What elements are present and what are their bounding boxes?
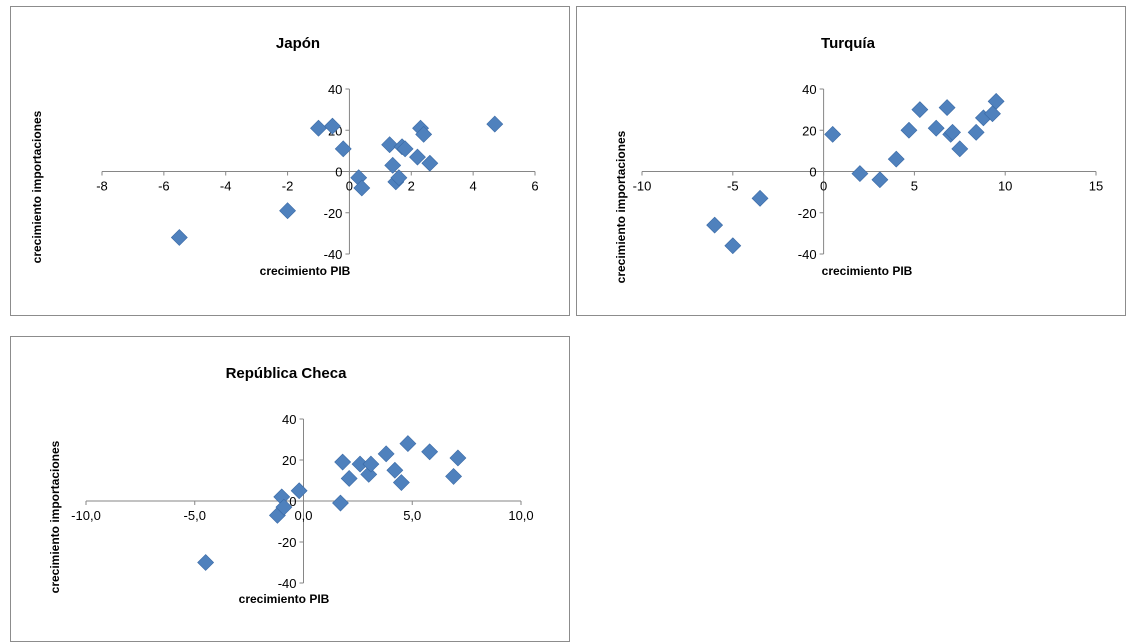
data-point [445,467,462,485]
x-tick-label: 10,0 [508,508,533,523]
x-tick-label: -6 [158,179,170,194]
data-point [409,148,426,166]
data-point [824,125,842,143]
chart-turquia: Turquía -10 -5 0 5 10 15 40 20 0 -20 -40 crecimiento… [576,6,1126,316]
y-axis-label: crecimiento importaciones [30,110,44,263]
x-tick-label: 15 [1089,179,1103,194]
y-axis-label: crecimiento importaciones [614,130,628,283]
y-tick-label: -40 [278,576,297,591]
data-point [871,171,889,189]
data-point [392,474,410,491]
y-tick-label: 0 [289,494,296,509]
x-tick-label: 0,0 [294,508,312,523]
data-point [911,101,929,119]
data-point [706,216,724,234]
data-point [197,554,215,571]
data-point [415,125,433,143]
x-tick-label: -5 [727,179,739,194]
x-tick-label: 2 [408,179,415,194]
y-tick-label: 40 [802,82,816,97]
data-point [377,445,395,463]
data-point [944,123,961,141]
data-point [851,165,869,182]
data-point [381,136,399,154]
data-point [399,435,417,453]
y-tick-label: -20 [278,535,297,550]
data-point [353,179,371,197]
chart-title: Japón [276,35,320,52]
y-tick-label: 0 [809,165,816,180]
data-point [334,140,352,158]
x-tick-label: 10 [998,179,1012,194]
x-tick-label: 6 [531,179,538,194]
x-tick-label: -8 [96,179,108,194]
chart-republica-checa: República Checa -10,0 -5,0 0,0 5,0 10,0 40 20 0 -… [10,336,570,642]
data-point [951,140,969,158]
data-point [900,121,918,139]
y-axis-label: crecimiento importaciones [48,440,62,593]
x-tick-label: -4 [220,179,232,194]
y-tick-label: 20 [802,123,816,138]
data-point [887,150,905,168]
data-point [751,189,769,207]
x-tick-label: 5 [911,179,918,194]
data-point [927,119,945,137]
y-tick-label: -40 [324,247,343,262]
chart-title: República Checa [226,365,348,382]
data-point [275,498,293,516]
data-point [449,449,467,467]
x-tick-label: -10 [633,179,652,194]
data-point [486,115,504,133]
chart-title: Turquía [821,35,876,52]
x-tick-label: -10,0 [71,508,101,523]
data-point [724,237,742,255]
data-point [390,169,408,187]
y-tick-label: 0 [335,165,342,180]
x-axis-label: crecimiento PIB [239,592,330,606]
x-tick-label: -5,0 [184,508,206,523]
data-point [279,202,296,220]
x-tick-label: 0 [346,179,353,194]
chart-turquia-svg: Turquía-10 -5 0 5 10 1540200-20-40crecimiento… [614,35,1103,283]
x-tick-label: 5,0 [403,508,421,523]
x-tick-label: -2 [282,179,294,194]
data-point [938,99,956,116]
data-point [310,119,327,137]
data-point [987,92,1005,110]
x-tick-label: 0 [820,179,827,194]
y-tick-label: 20 [282,453,296,468]
data-point [290,482,308,500]
y-tick-label: 40 [282,412,296,427]
data-point [396,140,414,158]
y-tick-label: 40 [328,82,342,97]
data-point [170,229,188,246]
x-axis-label: crecimiento PIB [822,264,913,278]
data-point [362,455,380,473]
data-point [332,494,349,512]
x-axis-label: crecimiento PIB [260,264,351,278]
data-point [421,443,439,461]
data-point [984,105,1001,123]
chart-japon: Japón-8-6-4-2024640200-20-40crecimiento … [10,6,570,316]
y-tick-label: -40 [798,247,817,262]
data-point [334,453,352,471]
data-point [421,154,439,172]
data-point [967,123,985,141]
chart-republica-checa-svg: República Checa -10,0 -5,0 0,0 5,0 10,0 40 20 0 -… [48,365,534,606]
chart-japon-svg: Japón-8-6-4-2024640200-20-40crecimiento … [30,35,539,278]
data-point [323,117,341,135]
y-tick-label: -20 [324,206,343,221]
data-point [340,470,358,487]
x-tick-label: 4 [470,179,477,194]
data-point [386,461,404,479]
data-point [384,156,402,174]
y-tick-label: -20 [798,206,817,221]
